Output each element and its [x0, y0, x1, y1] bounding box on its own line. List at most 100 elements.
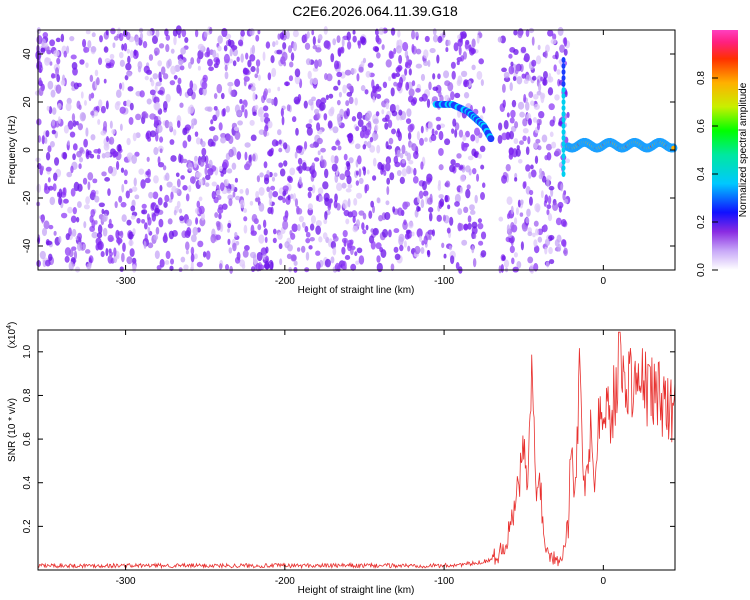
- spectrogram-cell: [471, 38, 476, 48]
- spectrogram-cell: [157, 162, 165, 168]
- carrier-trace-point: [487, 135, 495, 143]
- spectrogram-cell: [364, 114, 371, 122]
- spectrogram-cell: [158, 218, 164, 228]
- spectrogram-cell: [208, 66, 214, 72]
- spectrogram-cell: [251, 214, 258, 223]
- spectrogram-cell: [378, 27, 385, 35]
- spectrogram-cell: [384, 212, 391, 221]
- spectrogram-cell: [289, 61, 294, 68]
- spectrogram-cell: [194, 29, 199, 38]
- spectrogram-cell: [513, 138, 519, 145]
- spectrogram-cell: [254, 104, 259, 111]
- spectrogram-cell: [544, 50, 548, 59]
- x-tick-label: -100: [434, 576, 454, 587]
- spectrogram-cell: [497, 134, 503, 144]
- spectrogram-cell: [531, 75, 537, 81]
- spectrogram-cell: [545, 44, 550, 53]
- spectrogram-cell: [270, 185, 276, 191]
- spectrogram-cell: [69, 36, 75, 42]
- snr-y-scale-close: ): [7, 322, 18, 325]
- spectrogram-cell: [539, 168, 543, 175]
- spectrogram-cell: [45, 166, 52, 172]
- spectrogram-cell: [49, 61, 53, 66]
- spectrogram-cell: [178, 208, 183, 214]
- spectrogram-cell: [356, 73, 360, 82]
- spectrogram-cell: [525, 101, 530, 111]
- spectrogram-cell: [358, 255, 365, 265]
- colorbar-tick-label: 0.6: [696, 119, 707, 133]
- spectrogram-cell: [346, 31, 351, 41]
- spectrogram-cell: [530, 169, 537, 178]
- spectrogram-cell: [453, 42, 459, 52]
- spectrogram-cell: [202, 251, 207, 258]
- spectrogram-cell: [189, 80, 194, 90]
- spectrogram-cell: [256, 66, 260, 75]
- spectrogram-cell: [387, 119, 393, 129]
- spectrogram-cell: [262, 51, 266, 61]
- spectrogram-cell: [325, 94, 329, 100]
- spectrogram-cell: [90, 46, 97, 53]
- spectrogram-cell: [455, 262, 460, 270]
- spectrogram-cell: [126, 219, 132, 226]
- spectrogram-cell: [91, 231, 98, 239]
- spectrogram-cell: [438, 200, 443, 209]
- spectrogram-cell: [391, 128, 397, 135]
- spectrogram-cell: [221, 203, 228, 210]
- spectrogram-cell: [509, 245, 515, 254]
- spectrogram-cell: [298, 215, 304, 223]
- spectrogram-cell: [157, 197, 163, 206]
- spectrogram-cell: [204, 31, 208, 38]
- spectrogram-cell: [404, 201, 411, 207]
- spectrogram-cell: [288, 75, 294, 82]
- spectrogram-cell: [422, 180, 427, 191]
- burst-point: [561, 165, 566, 171]
- x-tick-label: -300: [116, 276, 136, 287]
- spectrogram-cell: [470, 209, 476, 215]
- spectrogram-cell: [115, 89, 122, 98]
- spectrogram-cell: [249, 28, 255, 36]
- spectrogram-cell: [48, 106, 53, 114]
- spectrogram-cell: [156, 124, 163, 134]
- spectrogram-cell: [330, 155, 335, 164]
- snr-frame: [37, 329, 676, 571]
- spectrogram-cell: [323, 113, 328, 121]
- spectrogram-cell: [162, 100, 168, 111]
- spectrogram-cell: [423, 49, 429, 59]
- spectrogram-cell: [394, 161, 401, 168]
- spectrogram-cell: [218, 213, 222, 220]
- spectrogram-cell: [212, 49, 217, 58]
- spectrogram-cell: [55, 84, 62, 94]
- spectrogram-cell: [142, 40, 148, 49]
- spectrogram-cell: [207, 58, 213, 67]
- spectrogram-cell: [427, 229, 434, 235]
- spectrogram-cell: [348, 86, 354, 91]
- spectrogram-cell: [239, 98, 243, 105]
- spectrogram-cell: [294, 151, 298, 159]
- spectrogram-cell: [194, 131, 199, 137]
- burst-point: [561, 153, 566, 159]
- spectrogram-cell: [378, 215, 384, 222]
- spectrogram-cell: [83, 138, 88, 148]
- spectrogram-cell: [363, 166, 366, 176]
- spectrogram-cell: [403, 240, 407, 248]
- spectrogram-cell: [513, 29, 518, 36]
- spectrogram-cell: [459, 174, 466, 182]
- spectrogram-cell: [153, 175, 159, 184]
- spectrogram-cell: [290, 52, 295, 62]
- spectrogram-cell: [154, 50, 158, 57]
- spectrogram-cell: [282, 220, 289, 230]
- spectrogram-cell: [103, 46, 109, 53]
- spectrogram-cell: [314, 112, 320, 121]
- burst-point: [561, 93, 566, 99]
- spectrogram-cell: [185, 193, 190, 202]
- spectrogram-cell: [381, 164, 385, 171]
- spectrogram-cell: [362, 57, 367, 64]
- spectrogram-cell: [497, 36, 503, 43]
- spectrogram-cell: [123, 169, 128, 176]
- spectrogram-cell: [197, 240, 204, 248]
- spectrogram-x-label: Height of straight line (km): [298, 285, 415, 296]
- spectrogram-cell: [96, 154, 101, 160]
- spectrogram-cell: [130, 214, 136, 220]
- spectrogram-cell: [474, 194, 478, 204]
- spectrogram-cell: [242, 249, 249, 258]
